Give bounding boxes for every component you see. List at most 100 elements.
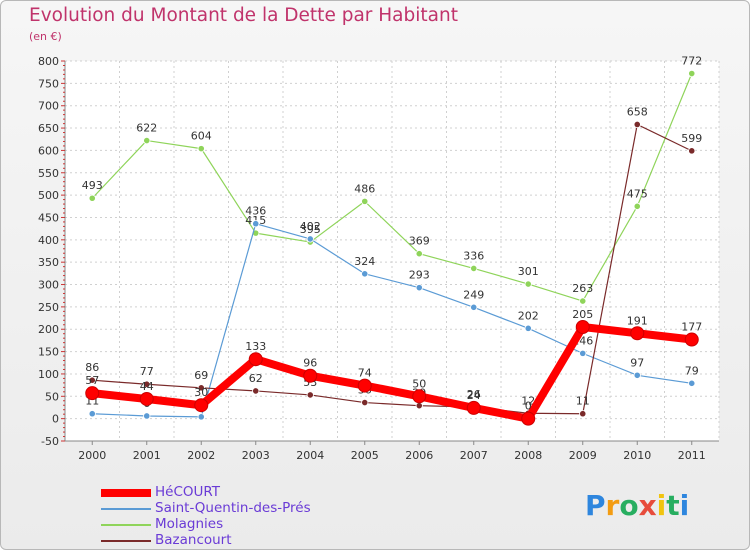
y-tick-label: -50 — [41, 435, 59, 448]
data-label: 205 — [572, 308, 593, 321]
y-tick-label: 100 — [38, 368, 59, 381]
data-point — [361, 398, 369, 407]
data-point — [143, 380, 151, 388]
data-point — [470, 303, 478, 311]
logo-letter: t — [666, 489, 680, 522]
data-label: 96 — [303, 357, 317, 370]
y-tick-label: 200 — [38, 323, 59, 336]
data-point — [630, 326, 645, 341]
data-label: 475 — [627, 187, 648, 200]
data-label: 191 — [627, 314, 648, 327]
data-point — [415, 284, 423, 292]
data-label: 336 — [463, 249, 484, 262]
logo-letter: i — [679, 489, 690, 522]
data-label: 622 — [136, 122, 157, 135]
data-point — [688, 379, 696, 387]
data-point — [197, 384, 205, 392]
x-tick-label: 2004 — [296, 449, 324, 462]
data-label: 57 — [85, 374, 99, 387]
logo-letter: x — [638, 489, 657, 522]
data-label: 293 — [409, 269, 430, 282]
data-point — [412, 389, 427, 404]
data-label: 24 — [467, 389, 481, 402]
data-point — [88, 410, 96, 418]
data-point — [197, 145, 205, 153]
chart-title: Evolution du Montant de la Dette par Hab… — [29, 5, 458, 26]
data-label: 11 — [576, 395, 590, 408]
legend-swatch — [101, 508, 151, 510]
y-tick-label: 450 — [38, 211, 59, 224]
legend-label: Saint-Quentin-des-Prés — [155, 500, 311, 516]
y-tick-label: 300 — [38, 279, 59, 292]
logo-letter: r — [605, 489, 620, 522]
data-point — [415, 250, 423, 258]
x-tick-label: 2010 — [623, 449, 651, 462]
data-label: 177 — [681, 321, 702, 334]
data-label: 493 — [82, 179, 103, 192]
y-tick-label: 400 — [38, 234, 59, 247]
data-label: 402 — [300, 220, 321, 233]
legend-swatch — [101, 489, 151, 497]
data-label: 86 — [85, 361, 99, 374]
data-point — [143, 412, 151, 420]
x-tick-label: 2008 — [514, 449, 542, 462]
data-point — [688, 147, 696, 155]
data-label: 79 — [685, 364, 699, 377]
y-tick-label: 800 — [38, 55, 59, 68]
data-label: 74 — [358, 367, 372, 380]
data-point — [197, 413, 205, 421]
data-label: 324 — [354, 255, 375, 268]
data-label: 395 — [300, 223, 321, 236]
data-label: 97 — [630, 356, 644, 369]
x-tick-label: 2003 — [242, 449, 270, 462]
data-label: 62 — [249, 372, 263, 385]
data-label: 202 — [518, 309, 539, 322]
x-tick-label: 2011 — [678, 449, 706, 462]
y-tick-label: 500 — [38, 189, 59, 202]
y-tick-label: 50 — [45, 390, 59, 403]
data-label: 133 — [245, 340, 266, 353]
data-label: 30 — [194, 386, 208, 399]
data-point — [579, 297, 587, 305]
legend-swatch — [101, 540, 151, 542]
data-label: 486 — [354, 182, 375, 195]
data-label: 263 — [572, 282, 593, 295]
data-label: 772 — [681, 55, 702, 68]
data-label: 50 — [412, 377, 426, 390]
x-tick-label: 2002 — [187, 449, 215, 462]
series-saint-quentin-des-pr-s: 11644364023242932492021469779 — [85, 205, 699, 421]
data-label: 301 — [518, 265, 539, 278]
data-point — [688, 69, 696, 78]
x-tick-label: 2001 — [133, 449, 161, 462]
data-point — [521, 411, 536, 426]
data-point — [579, 349, 587, 357]
series-molagnies: 493622604415395486369336301263475772 — [82, 55, 702, 305]
data-point — [194, 398, 209, 413]
data-label: 77 — [140, 365, 154, 378]
data-point — [143, 136, 151, 145]
data-point — [139, 391, 154, 406]
data-label: 26 — [467, 388, 481, 401]
y-tick-label: 550 — [38, 167, 59, 180]
data-point — [524, 324, 532, 332]
data-label: 249 — [463, 288, 484, 301]
data-point — [579, 410, 587, 418]
logo-letter: P — [585, 489, 606, 522]
series-line — [88, 323, 696, 423]
data-label: 12 — [521, 394, 535, 407]
data-point — [470, 264, 478, 273]
data-point — [633, 120, 641, 129]
legend-swatch — [101, 524, 151, 526]
y-tick-label: 0 — [52, 413, 59, 426]
data-point — [361, 270, 369, 278]
legend-label: Bazancourt — [155, 532, 232, 548]
y-tick-label: 150 — [38, 346, 59, 359]
data-label: 69 — [194, 369, 208, 382]
data-point — [633, 202, 641, 210]
series-line — [91, 223, 693, 418]
x-tick-label: 2006 — [405, 449, 433, 462]
y-tick-label: 650 — [38, 122, 59, 135]
x-tick-label: 2007 — [460, 449, 488, 462]
y-tick-label: 250 — [38, 301, 59, 314]
